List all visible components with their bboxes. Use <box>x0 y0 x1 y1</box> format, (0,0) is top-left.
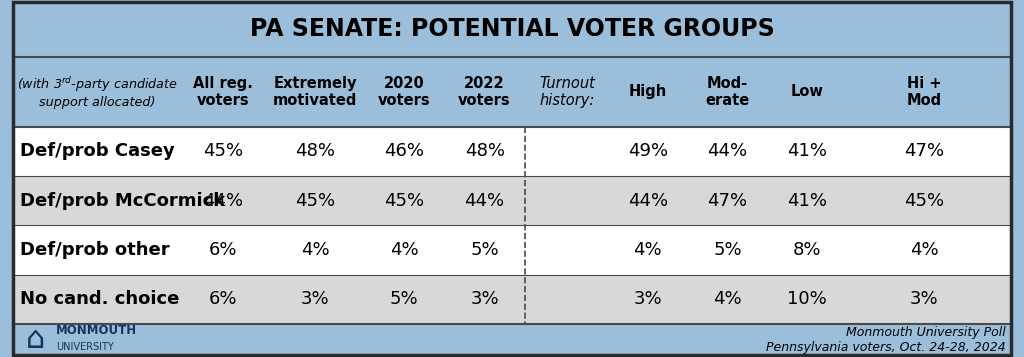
Text: PA SENATE: POTENTIAL VOTER GROUPS: PA SENATE: POTENTIAL VOTER GROUPS <box>250 17 774 41</box>
Bar <box>13 127 1011 176</box>
Text: ⌂: ⌂ <box>26 325 45 354</box>
Text: 44%: 44% <box>708 142 748 160</box>
Text: 45%: 45% <box>904 192 944 210</box>
Text: 2020
voters: 2020 voters <box>378 76 431 108</box>
Text: UNIVERSITY: UNIVERSITY <box>56 342 114 352</box>
Text: 5%: 5% <box>390 290 419 308</box>
Bar <box>13 324 1011 355</box>
Text: 45%: 45% <box>295 192 335 210</box>
Text: Extremely
motivated: Extremely motivated <box>272 76 357 108</box>
Bar <box>13 176 1011 225</box>
Text: 5%: 5% <box>713 241 741 259</box>
Text: Mod-
erate: Mod- erate <box>706 76 750 108</box>
Text: MONMOUTH: MONMOUTH <box>56 324 137 337</box>
Text: Def/prob Casey: Def/prob Casey <box>20 142 175 160</box>
Text: 3%: 3% <box>909 290 938 308</box>
Text: 6%: 6% <box>209 290 238 308</box>
Text: Low: Low <box>791 84 823 100</box>
Text: 46%: 46% <box>384 142 424 160</box>
Bar <box>13 57 1011 127</box>
Text: No cand. choice: No cand. choice <box>20 290 180 308</box>
Text: Def/prob McCormick: Def/prob McCormick <box>20 192 225 210</box>
Text: 45%: 45% <box>384 192 424 210</box>
Text: 10%: 10% <box>786 290 826 308</box>
Text: 47%: 47% <box>904 142 944 160</box>
Text: 4%: 4% <box>909 241 938 259</box>
Text: 4%: 4% <box>633 241 662 259</box>
Text: 41%: 41% <box>786 192 826 210</box>
Text: Monmouth University Poll
Pennsylvania voters, Oct. 24-28, 2024: Monmouth University Poll Pennsylvania vo… <box>766 326 1006 353</box>
Text: 48%: 48% <box>295 142 335 160</box>
Text: 3%: 3% <box>470 290 499 308</box>
Text: High: High <box>629 84 667 100</box>
Text: 4%: 4% <box>390 241 419 259</box>
Text: 41%: 41% <box>786 142 826 160</box>
Text: Turnout
history:: Turnout history: <box>540 76 595 108</box>
Text: (with 3$^{rd}$-party candidate
support allocated): (with 3$^{rd}$-party candidate support a… <box>16 75 177 109</box>
Text: 44%: 44% <box>203 192 244 210</box>
Text: 3%: 3% <box>301 290 330 308</box>
Bar <box>13 275 1011 324</box>
Text: 49%: 49% <box>628 142 668 160</box>
Text: 8%: 8% <box>793 241 821 259</box>
Text: 5%: 5% <box>470 241 499 259</box>
Text: 3%: 3% <box>633 290 662 308</box>
Bar <box>13 2 1011 57</box>
Text: 47%: 47% <box>708 192 748 210</box>
Text: 4%: 4% <box>713 290 741 308</box>
Text: 6%: 6% <box>209 241 238 259</box>
Text: 44%: 44% <box>465 192 505 210</box>
Text: 44%: 44% <box>628 192 668 210</box>
Text: 2022
voters: 2022 voters <box>459 76 511 108</box>
Text: 45%: 45% <box>203 142 244 160</box>
Text: 4%: 4% <box>301 241 330 259</box>
Text: All reg.
voters: All reg. voters <box>194 76 253 108</box>
Bar <box>13 225 1011 275</box>
Text: 48%: 48% <box>465 142 505 160</box>
Text: Def/prob other: Def/prob other <box>20 241 170 259</box>
Text: Hi +
Mod: Hi + Mod <box>906 76 941 108</box>
